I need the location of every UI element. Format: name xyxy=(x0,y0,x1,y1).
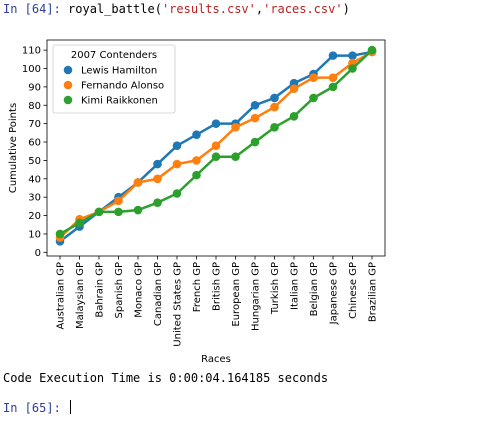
legend-box xyxy=(52,44,176,114)
x-tick-label: Turkish GP xyxy=(270,262,281,315)
x-tick-label: French GP xyxy=(192,262,203,312)
data-point xyxy=(172,189,182,198)
x-tick-label: Belgian GP xyxy=(309,262,320,316)
y-tick-label: 90 xyxy=(28,82,41,93)
data-point xyxy=(270,123,279,132)
x-tick-label: Monaco GP xyxy=(134,262,145,318)
data-point xyxy=(211,119,221,128)
data-point xyxy=(153,159,162,169)
data-point xyxy=(250,113,260,123)
x-tick-label: British GP xyxy=(212,262,223,311)
x-tick-label: Hungarian GP xyxy=(251,262,262,331)
cumulative-points-chart: 0 10 20 30 40 50 60 70 80 90 100 110 Australian GP Ma… xyxy=(8,39,386,365)
y-tick-label: 0 xyxy=(35,248,41,259)
y-tick-label: 70 xyxy=(28,119,41,130)
y-tick-label: 100 xyxy=(22,64,41,75)
y-tick-label: 40 xyxy=(28,174,41,185)
legend-marker xyxy=(63,80,73,90)
data-point xyxy=(289,111,299,121)
data-point xyxy=(211,152,221,162)
data-point xyxy=(75,218,84,228)
data-point xyxy=(133,205,143,215)
legend-marker xyxy=(63,65,73,75)
x-tick-label: Brazilian GP xyxy=(368,262,379,322)
x-tick-label: Japanese GP xyxy=(329,262,340,325)
y-tick-label: 80 xyxy=(28,101,41,112)
data-point xyxy=(114,196,123,206)
closing-paren: ) xyxy=(342,2,350,16)
data-point xyxy=(270,93,279,103)
y-tick-label: 60 xyxy=(28,138,41,149)
data-point xyxy=(172,141,182,151)
execution-time-output: Code Execution Time is 0:00:04.164185 se… xyxy=(3,371,329,385)
data-point xyxy=(328,82,338,92)
data-point xyxy=(309,73,318,82)
data-point xyxy=(328,73,338,82)
x-tick-label: United States GP xyxy=(173,262,184,347)
x-tick-label: Australian GP xyxy=(56,262,67,330)
y-tick-label: 110 xyxy=(22,46,41,57)
x-tick-label: Malaysian GP xyxy=(75,262,86,329)
x-tick-label: European GP xyxy=(231,262,242,327)
x-tick-label: Italian GP xyxy=(290,262,301,310)
data-point xyxy=(211,141,221,151)
data-point xyxy=(328,51,338,60)
x-tick-label: Spanish GP xyxy=(114,262,125,318)
string-arg-results: 'results.csv' xyxy=(161,2,256,16)
y-tick-label: 30 xyxy=(28,193,41,204)
function-call: royal_battle( xyxy=(68,2,162,16)
data-point xyxy=(367,45,377,55)
input-prompt: In [64]: xyxy=(3,2,61,16)
x-tick-label: Bahrain GP xyxy=(95,262,106,318)
legend-entry: Lewis Hamilton xyxy=(81,66,157,77)
data-point xyxy=(94,207,104,217)
data-point xyxy=(172,159,182,169)
legend-marker xyxy=(63,95,73,105)
x-tick-label: Chinese GP xyxy=(348,262,359,319)
data-point xyxy=(192,170,201,180)
y-tick-label: 10 xyxy=(28,229,41,240)
y-axis-label: Cumulative Points xyxy=(8,103,19,193)
data-point xyxy=(309,93,318,103)
data-point xyxy=(55,229,65,239)
text-cursor xyxy=(70,400,72,414)
x-axis-label: Races xyxy=(201,354,231,365)
x-tick-label: Canadian GP xyxy=(153,262,164,326)
data-point xyxy=(133,178,143,187)
data-point xyxy=(153,174,162,184)
y-tick-label: 50 xyxy=(28,156,41,167)
data-point xyxy=(153,198,162,207)
data-point xyxy=(289,84,299,94)
data-point xyxy=(250,137,260,147)
data-point xyxy=(231,123,240,132)
arg-separator: , xyxy=(255,2,264,16)
y-tick-label: 20 xyxy=(28,211,41,222)
data-point xyxy=(231,152,240,162)
data-point xyxy=(192,130,201,139)
legend-entry: Kimi Raikkonen xyxy=(81,96,158,107)
next-input-cell[interactable]: In [65]: xyxy=(3,400,72,415)
string-arg-races: 'races.csv' xyxy=(263,2,343,16)
data-point xyxy=(114,207,123,217)
input-cell[interactable]: In [64]: royal_battle('results.csv','rac… xyxy=(3,2,350,16)
data-point xyxy=(192,156,201,165)
data-point xyxy=(270,102,279,112)
data-point xyxy=(250,100,260,110)
legend-entry: Fernando Alonso xyxy=(81,81,164,92)
data-point xyxy=(348,51,357,60)
data-point xyxy=(348,64,357,73)
legend-title: 2007 Contenders xyxy=(71,50,157,61)
next-input-prompt: In [65]: xyxy=(3,401,61,415)
